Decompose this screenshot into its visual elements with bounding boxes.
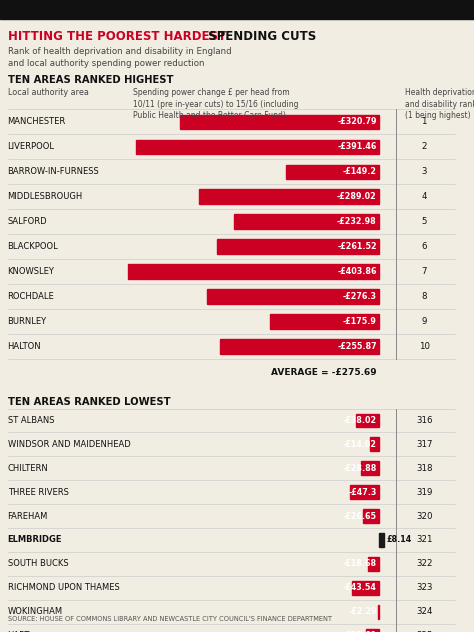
- Text: Health deprivation
and disability ranking
(1 being highest): Health deprivation and disability rankin…: [405, 88, 474, 120]
- Text: MIDDLESBROUGH: MIDDLESBROUGH: [8, 192, 83, 201]
- Text: LIVERPOOL: LIVERPOOL: [8, 142, 55, 151]
- Text: -£47.3: -£47.3: [348, 488, 377, 497]
- Text: 321: 321: [416, 535, 432, 544]
- Text: -£289.02: -£289.02: [337, 192, 377, 201]
- Bar: [378, 605, 379, 619]
- Text: -£255.87: -£255.87: [337, 342, 377, 351]
- Bar: [379, 533, 384, 547]
- Bar: [371, 437, 379, 451]
- Text: ROCHDALE: ROCHDALE: [8, 292, 55, 301]
- Text: 1: 1: [421, 118, 427, 126]
- Bar: [270, 314, 379, 329]
- Bar: [367, 557, 379, 571]
- Text: WOKINGHAM: WOKINGHAM: [8, 607, 63, 616]
- Bar: [361, 461, 379, 475]
- Text: 323: 323: [416, 583, 432, 592]
- Text: SOUTH BUCKS: SOUTH BUCKS: [8, 559, 68, 568]
- Text: 10: 10: [419, 342, 430, 351]
- Bar: [352, 581, 379, 595]
- Text: -£43.54: -£43.54: [343, 583, 377, 592]
- Bar: [363, 509, 379, 523]
- Text: -£14.02: -£14.02: [343, 440, 377, 449]
- Bar: [350, 485, 379, 499]
- Text: -£38.02: -£38.02: [343, 416, 377, 425]
- Text: 5: 5: [421, 217, 427, 226]
- Text: HALTON: HALTON: [8, 342, 41, 351]
- Text: -£149.2: -£149.2: [343, 167, 377, 176]
- Text: ST ALBANS: ST ALBANS: [8, 416, 54, 425]
- Text: TEN AREAS RANKED HIGHEST: TEN AREAS RANKED HIGHEST: [8, 75, 173, 85]
- Text: -£26.65: -£26.65: [343, 511, 377, 521]
- Text: 316: 316: [416, 416, 432, 425]
- Text: CHILTERN: CHILTERN: [8, 464, 48, 473]
- Text: KNOWSLEY: KNOWSLEY: [8, 267, 55, 276]
- Text: Spending power change £ per head from
10/11 (pre in-year cuts) to 15/16 (includi: Spending power change £ per head from 10…: [133, 88, 298, 120]
- Bar: [180, 114, 379, 129]
- Text: 325: 325: [416, 631, 432, 632]
- Bar: [200, 190, 379, 204]
- Bar: [234, 214, 379, 229]
- Text: 8: 8: [421, 292, 427, 301]
- Text: THREE RIVERS: THREE RIVERS: [8, 488, 68, 497]
- Bar: [136, 140, 379, 154]
- Bar: [217, 240, 379, 254]
- Text: SOURCE: HOUSE OF COMMONS LIBRARY AND NEWCASTLE CITY COUNCIL'S FINANCE DEPARTMENT: SOURCE: HOUSE OF COMMONS LIBRARY AND NEW…: [8, 616, 332, 622]
- Text: -£2.29: -£2.29: [348, 607, 377, 616]
- Text: WINDSOR AND MAIDENHEAD: WINDSOR AND MAIDENHEAD: [8, 440, 130, 449]
- Text: 317: 317: [416, 440, 432, 449]
- Text: ELMBRIDGE: ELMBRIDGE: [8, 535, 62, 544]
- Text: 324: 324: [416, 607, 432, 616]
- Text: -£261.52: -£261.52: [337, 242, 377, 251]
- Text: -£276.3: -£276.3: [343, 292, 377, 301]
- Text: £8.14: £8.14: [387, 535, 412, 544]
- Text: 7: 7: [421, 267, 427, 276]
- Text: BARROW-IN-FURNESS: BARROW-IN-FURNESS: [8, 167, 100, 176]
- Text: SPENDING CUTS: SPENDING CUTS: [204, 30, 317, 44]
- Bar: [0, 0, 474, 19]
- Bar: [220, 339, 379, 354]
- Text: -£391.46: -£391.46: [337, 142, 377, 151]
- Text: -£232.98: -£232.98: [337, 217, 377, 226]
- Text: AVERAGE = -£275.69: AVERAGE = -£275.69: [271, 368, 377, 377]
- Text: 319: 319: [416, 488, 432, 497]
- Text: -£20.69: -£20.69: [343, 631, 377, 632]
- Text: RICHMOND UPON THAMES: RICHMOND UPON THAMES: [8, 583, 119, 592]
- Text: HART: HART: [8, 631, 30, 632]
- Text: Local authority area: Local authority area: [8, 88, 89, 97]
- Text: MANCHESTER: MANCHESTER: [8, 118, 66, 126]
- Text: Rank of health deprivation and disability in England
and local authority spendin: Rank of health deprivation and disabilit…: [8, 47, 231, 68]
- Text: -£28.88: -£28.88: [342, 464, 377, 473]
- Text: 322: 322: [416, 559, 432, 568]
- Text: 9: 9: [421, 317, 427, 326]
- Text: HITTING THE POOREST HARDEST: HITTING THE POOREST HARDEST: [8, 30, 226, 44]
- Text: 6: 6: [421, 242, 427, 251]
- Text: FAREHAM: FAREHAM: [8, 511, 48, 521]
- Text: TEN AREAS RANKED LOWEST: TEN AREAS RANKED LOWEST: [8, 397, 170, 407]
- Text: -£18.68: -£18.68: [343, 559, 377, 568]
- Text: BURNLEY: BURNLEY: [8, 317, 47, 326]
- Text: 4: 4: [421, 192, 427, 201]
- Bar: [366, 629, 379, 632]
- Bar: [128, 264, 379, 279]
- Bar: [356, 413, 379, 427]
- Text: -£175.9: -£175.9: [343, 317, 377, 326]
- Text: -£403.86: -£403.86: [337, 267, 377, 276]
- Text: SALFORD: SALFORD: [8, 217, 47, 226]
- Text: 318: 318: [416, 464, 432, 473]
- Text: 2: 2: [421, 142, 427, 151]
- Bar: [286, 164, 379, 179]
- Text: 3: 3: [421, 167, 427, 176]
- Text: 320: 320: [416, 511, 432, 521]
- Bar: [207, 289, 379, 304]
- Text: BLACKPOOL: BLACKPOOL: [8, 242, 58, 251]
- Text: -£320.79: -£320.79: [337, 118, 377, 126]
